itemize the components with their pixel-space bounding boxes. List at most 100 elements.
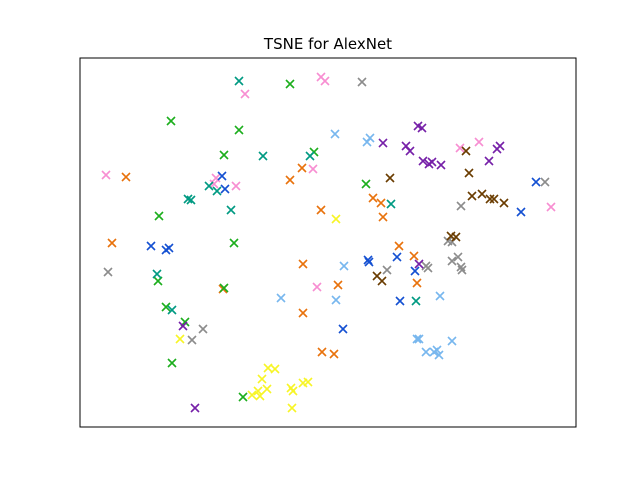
scatter-point: [338, 324, 348, 334]
scatter-point: [477, 189, 487, 199]
scatter-point-marker: [297, 163, 307, 173]
scatter-point: [175, 334, 185, 344]
scatter-point: [255, 391, 265, 401]
scatter-point: [414, 334, 424, 344]
plot-area-frame: [79, 57, 577, 428]
scatter-point: [211, 173, 221, 183]
scatter-point: [103, 267, 113, 277]
scatter-point: [285, 79, 295, 89]
scatter-point-marker: [240, 89, 250, 99]
scatter-point: [376, 198, 386, 208]
scatter-point-marker: [382, 265, 392, 275]
scatter-point: [364, 257, 374, 267]
scatter-point: [303, 377, 313, 387]
scatter-point-marker: [303, 377, 313, 387]
chart-title: TSNE for AlexNet: [263, 35, 392, 53]
scatter-point-marker: [262, 384, 272, 394]
scatter-point: [395, 296, 405, 306]
scatter-point: [234, 76, 244, 86]
scatter-point: [107, 238, 117, 248]
scatter-point-marker: [276, 293, 286, 303]
scatter-point-marker: [421, 347, 431, 357]
scatter-point-marker: [219, 150, 229, 160]
scatter-point: [187, 335, 197, 345]
scatter-point-marker: [217, 171, 227, 181]
scatter-point-marker: [540, 177, 550, 187]
scatter-point-marker: [285, 175, 295, 185]
scatter-point: [161, 245, 171, 255]
scatter-point-marker: [455, 143, 465, 153]
scatter-point: [474, 137, 484, 147]
scatter-point-marker: [361, 179, 371, 189]
scatter-point-marker: [204, 181, 214, 191]
scatter-point: [178, 321, 188, 331]
scatter-point-marker: [183, 194, 193, 204]
scatter-point-marker: [386, 199, 396, 209]
scatter-point: [234, 125, 244, 135]
scatter-point: [385, 173, 395, 183]
scatter-point: [330, 129, 340, 139]
scatter-point-marker: [253, 386, 263, 396]
scatter-point: [424, 159, 434, 169]
scatter-point: [434, 350, 444, 360]
scatter-point-marker: [103, 267, 113, 277]
scatter-point: [489, 194, 499, 204]
scatter-point-marker: [417, 123, 427, 133]
scatter-point: [461, 146, 471, 156]
scatter-point-marker: [365, 133, 375, 143]
scatter-point-marker: [531, 177, 541, 187]
scatter-point-marker: [231, 181, 241, 191]
scatter-point: [412, 278, 422, 288]
scatter-point: [183, 194, 193, 204]
scatter-point: [285, 175, 295, 185]
scatter-point-marker: [489, 194, 499, 204]
scatter-point: [405, 146, 415, 156]
scatter-point-marker: [378, 138, 388, 148]
scatter-point: [417, 123, 427, 133]
scatter-point: [305, 151, 315, 161]
scatter-point-marker: [424, 159, 434, 169]
scatter-point: [365, 133, 375, 143]
scatter-point: [298, 308, 308, 318]
scatter-point: [423, 263, 433, 273]
scatter-point: [204, 181, 214, 191]
scatter-point-marker: [161, 302, 171, 312]
scatter-point-marker: [320, 76, 330, 86]
scatter-point: [257, 374, 267, 384]
scatter-point: [154, 211, 164, 221]
scatter-point: [186, 195, 196, 205]
scatter-point-marker: [418, 156, 428, 166]
scatter-point: [456, 201, 466, 211]
scatter-point-marker: [331, 295, 341, 305]
scatter-point-marker: [146, 241, 156, 251]
scatter-point-marker: [330, 129, 340, 139]
scatter-point-marker: [107, 238, 117, 248]
scatter-point: [378, 212, 388, 222]
scatter-point-marker: [516, 207, 526, 217]
scatter-point: [464, 168, 474, 178]
scatter-point: [247, 390, 257, 400]
scatter-point-marker: [198, 324, 208, 334]
scatter-point: [262, 384, 272, 394]
scatter-point-marker: [451, 232, 461, 242]
scatter-point: [238, 392, 248, 402]
scatter-point: [258, 151, 268, 161]
scatter-point-marker: [329, 349, 339, 359]
scatter-point: [253, 386, 263, 396]
scatter-point-marker: [101, 170, 111, 180]
scatter-point: [312, 282, 322, 292]
scatter-point-marker: [212, 186, 222, 196]
scatter-point-marker: [187, 335, 197, 345]
scatter-point-marker: [414, 334, 424, 344]
scatter-point-marker: [247, 390, 257, 400]
scatter-point-marker: [161, 245, 171, 255]
scatter-point-marker: [364, 257, 374, 267]
scatter-point: [455, 143, 465, 153]
scatter-point: [240, 89, 250, 99]
scatter-point-marker: [167, 305, 177, 315]
scatter-point-marker: [436, 160, 446, 170]
scatter-point-marker: [152, 269, 162, 279]
scatter-point: [414, 259, 424, 269]
scatter-point: [220, 184, 230, 194]
